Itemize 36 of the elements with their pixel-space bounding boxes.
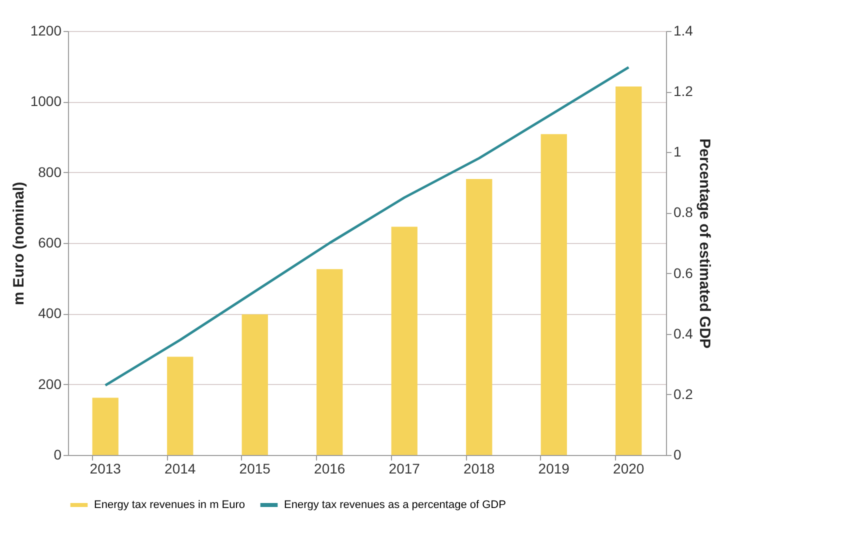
- bar: [540, 134, 567, 455]
- y-axis-title: m Euro (nominal): [10, 182, 28, 306]
- y2-tick-label: 0.8: [674, 204, 694, 220]
- y-tick-label: 0: [54, 446, 62, 462]
- bar: [167, 356, 194, 455]
- bar: [92, 398, 118, 455]
- x-tick-label: 2020: [613, 460, 644, 476]
- x-tick-label: 2014: [164, 460, 196, 476]
- y2-tick-label: 0.2: [674, 386, 694, 402]
- y-tick-label: 1000: [30, 93, 62, 110]
- legend-label: Energy tax revenues as a percentage of GDP: [284, 499, 506, 511]
- bar: [391, 226, 418, 455]
- y-tick-label: 1200: [30, 22, 62, 38]
- y2-axis-title: Percentage of estimated GDP: [696, 138, 713, 349]
- y-tick-label: 600: [38, 234, 62, 250]
- y2-tick-label: 0: [674, 446, 682, 462]
- bar: [466, 179, 492, 455]
- y2-tick-label: 0.4: [674, 325, 694, 342]
- line-series: [104, 66, 630, 387]
- bar: [316, 269, 343, 455]
- legend-label: Energy tax revenues in m Euro: [94, 499, 246, 511]
- y-tick-label: 400: [38, 305, 62, 322]
- bar: [616, 86, 642, 455]
- x-tick-label: 2017: [388, 460, 420, 476]
- x-tick-label: 2015: [239, 460, 271, 476]
- y-tick-label: 800: [38, 164, 62, 180]
- y-tick-label: 200: [38, 376, 62, 392]
- y2-tick-label: 1.4: [674, 22, 694, 38]
- x-tick-label: 2018: [464, 460, 495, 476]
- y2-tick-label: 1.2: [674, 83, 694, 100]
- x-tick-label: 2016: [314, 460, 346, 476]
- y2-tick-label: 1: [674, 144, 682, 160]
- x-tick-label: 2019: [538, 460, 570, 476]
- x-tick-label: 2013: [90, 460, 122, 476]
- y2-tick-label: 0.6: [674, 264, 694, 281]
- bar: [242, 314, 268, 455]
